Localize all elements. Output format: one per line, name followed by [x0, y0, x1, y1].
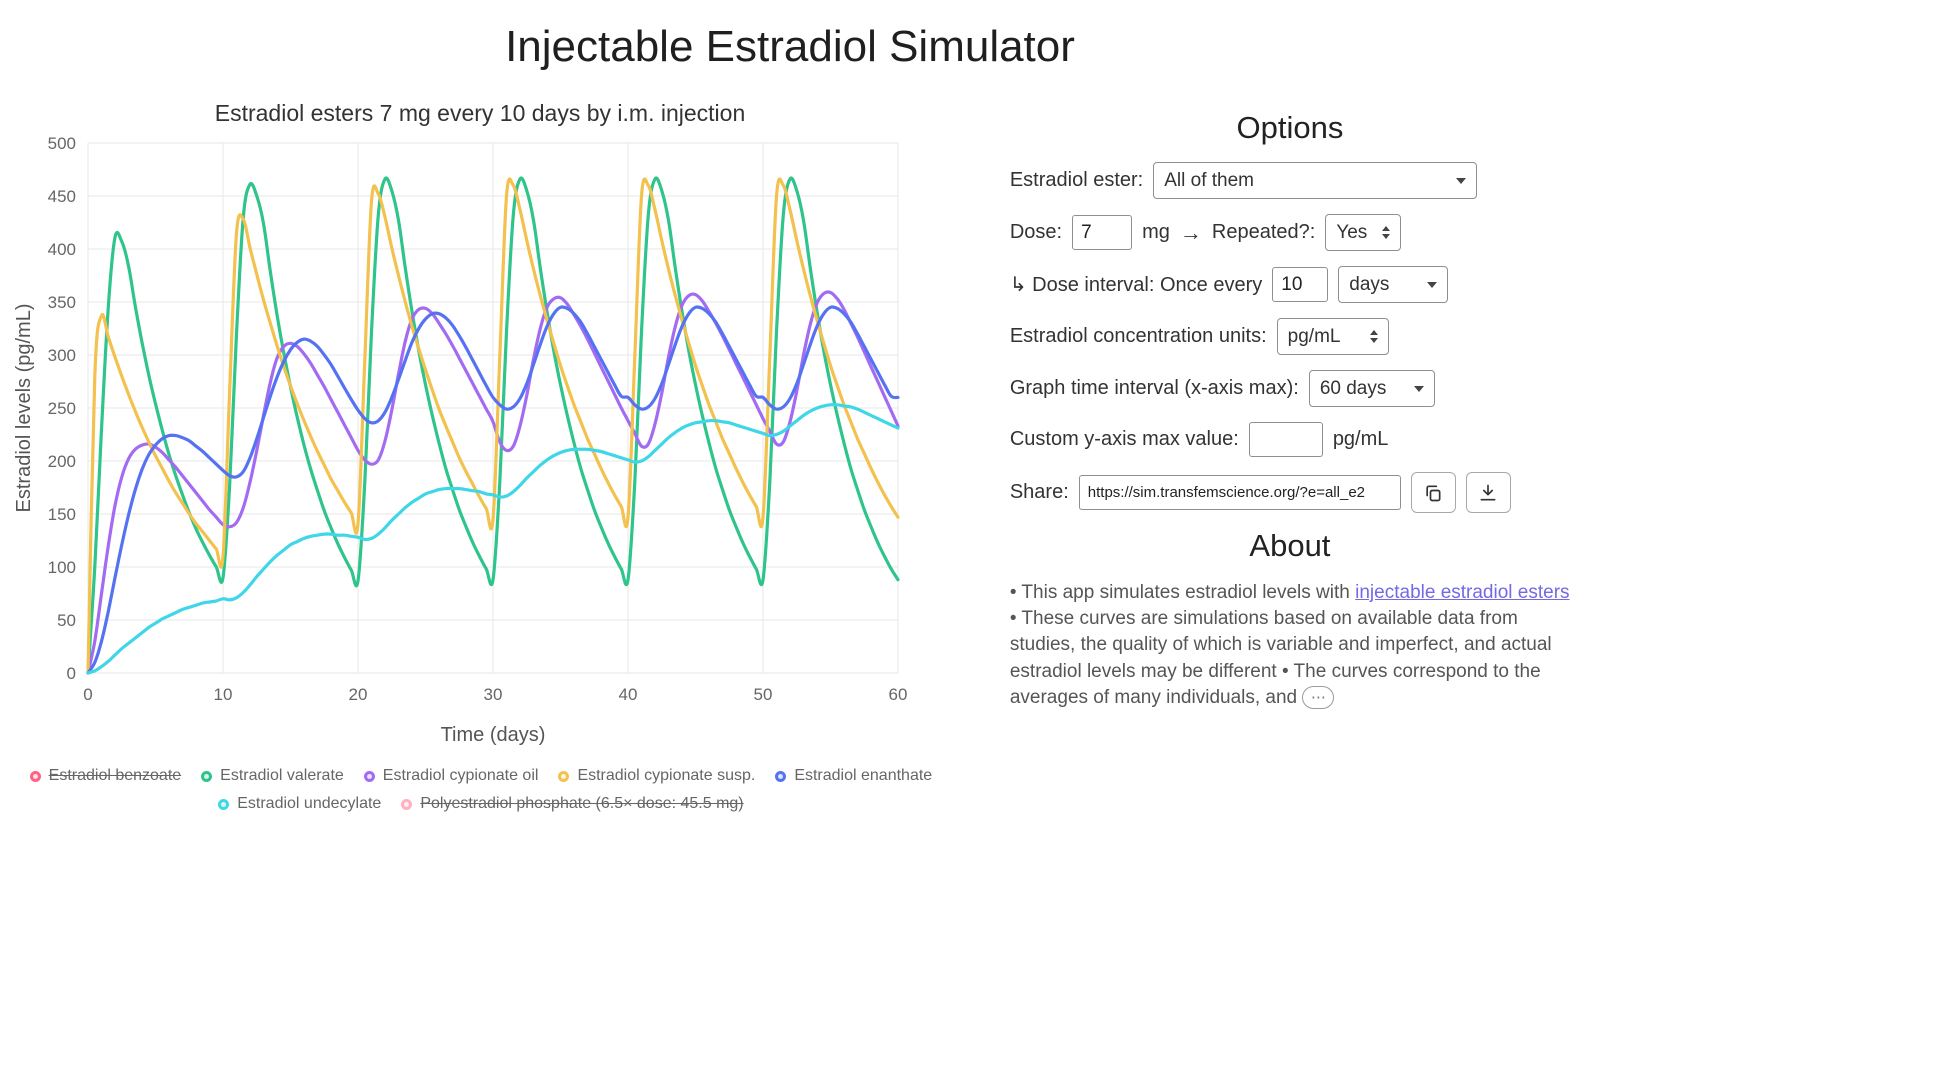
dose-unit-label: mg [1142, 221, 1170, 243]
about-text-2: • These curves are simulations based on … [1009, 608, 1552, 708]
units-select[interactable]: pg/mL [1276, 318, 1389, 355]
graph-interval-label: Graph time interval (x-axis max): [1009, 377, 1299, 399]
about-text: • This app simulates estradiol levels wi… [1010, 580, 1570, 711]
download-button[interactable] [1465, 472, 1511, 513]
legend-label: Polyestradiol phosphate (6.5× dose: 45.5… [420, 795, 744, 812]
right-arrow-icon: → [1179, 219, 1202, 245]
legend-marker-icon [558, 770, 570, 782]
graph-interval-row: Graph time interval (x-axis max): 60 day… [1010, 370, 1570, 407]
app-container: Injectable Estradiol Simulator Estradiol… [10, 22, 1570, 813]
svg-text:0: 0 [83, 685, 92, 704]
svg-text:40: 40 [619, 685, 638, 704]
legend-marker-icon [201, 770, 213, 782]
share-row: Share: [1010, 472, 1570, 513]
dose-label: Dose: [1009, 221, 1063, 243]
svg-text:300: 300 [48, 346, 76, 365]
download-icon [1480, 484, 1496, 500]
chart-canvas[interactable]: 0 50 100 150 200 250 300 350 400 450 500 0 10 20 30 40 5… [10, 129, 910, 757]
expand-more-button[interactable]: ⋯ [1302, 686, 1335, 710]
legend-item[interactable]: Estradiol enanthate [775, 767, 932, 785]
chart-section: Estradiol esters 7 mg every 10 days by i… [10, 96, 952, 813]
interval-label: ↳ Dose interval: Once every [1009, 274, 1263, 296]
graph-interval-value: 60 days [1319, 377, 1387, 399]
ymax-input[interactable] [1248, 422, 1323, 457]
legend-marker-icon [363, 770, 375, 782]
legend-label: Estradiol enanthate [794, 767, 933, 784]
svg-text:10: 10 [214, 685, 233, 704]
about-link[interactable]: injectable estradiol esters [1355, 582, 1570, 603]
svg-text:Estradiol levels (pg/mL): Estradiol levels (pg/mL) [13, 304, 35, 513]
svg-text:500: 500 [48, 134, 76, 153]
units-label: Estradiol concentration units: [1009, 325, 1267, 347]
copy-link-button[interactable] [1410, 472, 1456, 513]
copy-icon [1426, 485, 1441, 501]
chart-legend: Estradiol benzoate Estradiol valerate Estr… [21, 767, 941, 813]
svg-text:250: 250 [48, 399, 76, 418]
legend-label: Estradiol benzoate [48, 767, 182, 784]
legend-item[interactable]: Estradiol valerate [201, 767, 344, 785]
svg-text:60: 60 [889, 685, 908, 704]
svg-text:350: 350 [48, 293, 76, 312]
options-heading: Options [1236, 110, 1344, 145]
svg-text:150: 150 [48, 505, 76, 524]
svg-text:400: 400 [48, 240, 76, 259]
legend-item[interactable]: Estradiol cypionate susp. [558, 767, 755, 785]
ester-select[interactable]: All of them [1153, 162, 1478, 199]
ester-row: Estradiol ester: All of them [1010, 162, 1570, 199]
legend-marker-icon [401, 798, 413, 810]
stepper-arrows-icon [1369, 330, 1378, 343]
svg-text:50: 50 [57, 611, 76, 630]
share-label: Share: [1009, 481, 1069, 503]
share-url-input[interactable] [1078, 475, 1401, 510]
interval-row: ↳ Dose interval: Once every days [1010, 266, 1570, 303]
dose-input[interactable] [1072, 215, 1133, 250]
svg-text:Time (days): Time (days) [441, 724, 546, 746]
legend-label: Estradiol valerate [220, 767, 344, 784]
ester-select-value: All of them [1164, 169, 1254, 191]
legend-item[interactable]: Polyestradiol phosphate (6.5× dose: 45.5… [401, 795, 744, 813]
legend-label: Estradiol cypionate susp. [577, 767, 756, 784]
interval-unit-select[interactable]: days [1338, 266, 1449, 303]
svg-text:30: 30 [484, 685, 503, 704]
page-title: Injectable Estradiol Simulator [505, 22, 1075, 71]
legend-label: Estradiol undecylate [237, 795, 382, 812]
dose-row: Dose: mg → Repeated?: Yes [1010, 214, 1570, 251]
chevron-down-icon [1413, 385, 1424, 392]
svg-text:100: 100 [48, 558, 76, 577]
stepper-arrows-icon [1382, 226, 1391, 239]
svg-text:200: 200 [48, 452, 76, 471]
ymax-label: Custom y-axis max value: [1009, 428, 1239, 450]
legend-item[interactable]: Estradiol undecylate [218, 795, 381, 813]
options-panel: Options Estradiol ester: All of them Dos… [1010, 96, 1570, 730]
interval-input[interactable] [1272, 267, 1329, 302]
ester-label: Estradiol ester: [1009, 169, 1144, 191]
legend-marker-icon [775, 770, 787, 782]
svg-text:450: 450 [48, 187, 76, 206]
svg-text:0: 0 [67, 664, 76, 683]
svg-text:20: 20 [349, 685, 368, 704]
interval-unit-value: days [1349, 273, 1390, 295]
legend-marker-icon [29, 770, 41, 782]
graph-interval-select[interactable]: 60 days [1308, 370, 1435, 407]
ymax-unit-label: pg/mL [1332, 428, 1389, 450]
units-select-value: pg/mL [1287, 325, 1341, 347]
legend-marker-icon [218, 798, 230, 810]
repeated-select[interactable]: Yes [1325, 214, 1402, 251]
svg-text:50: 50 [754, 685, 773, 704]
units-row: Estradiol concentration units: pg/mL [1010, 318, 1570, 355]
legend-item[interactable]: Estradiol cypionate oil [363, 767, 539, 785]
main-row: Estradiol esters 7 mg every 10 days by i… [10, 96, 1570, 813]
repeated-select-value: Yes [1336, 221, 1368, 243]
legend-label: Estradiol cypionate oil [382, 767, 539, 784]
about-text-1: • This app simulates estradiol levels wi… [1009, 582, 1356, 603]
ymax-row: Custom y-axis max value: pg/mL [1010, 422, 1570, 457]
repeated-label: Repeated?: [1211, 221, 1316, 243]
chevron-down-icon [1427, 281, 1438, 288]
chart-title: Estradiol esters 7 mg every 10 days by i… [214, 100, 746, 126]
legend-item[interactable]: Estradiol benzoate [29, 767, 182, 785]
chevron-down-icon [1456, 177, 1467, 184]
about-heading: About [1249, 528, 1331, 563]
